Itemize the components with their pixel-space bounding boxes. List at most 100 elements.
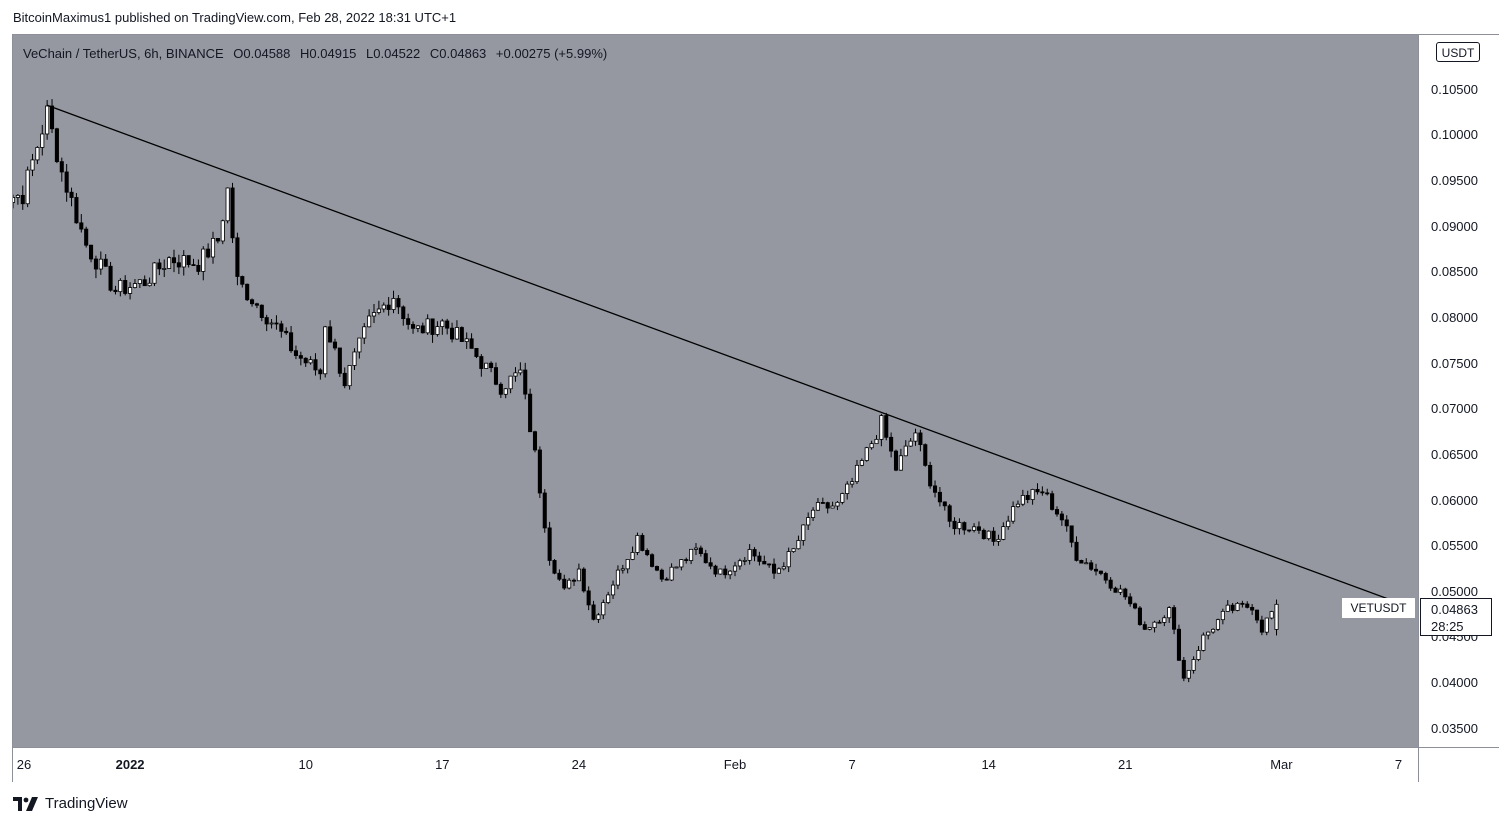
candle-down xyxy=(1059,513,1064,521)
candle-up xyxy=(801,524,806,541)
candle-down xyxy=(708,562,713,567)
candle-down xyxy=(59,161,64,173)
candle-up xyxy=(137,279,142,284)
y-tick-label: 0.05500 xyxy=(1431,538,1478,554)
candle-up xyxy=(1191,659,1196,671)
footer-brand[interactable]: TradingView xyxy=(13,795,128,812)
candle-down xyxy=(547,527,552,561)
plot-area[interactable] xyxy=(13,35,1418,747)
candle-down xyxy=(186,255,191,265)
candle-up xyxy=(1186,669,1191,679)
candle-down xyxy=(1250,606,1255,611)
y-tick-label: 0.03500 xyxy=(1431,720,1478,736)
descending-trendline[interactable] xyxy=(46,104,1399,604)
candle-up xyxy=(776,568,781,574)
candle-down xyxy=(254,303,259,306)
candle-down xyxy=(571,579,577,582)
candle-down xyxy=(1108,579,1113,589)
x-tick-label: 14 xyxy=(981,757,996,772)
candle-up xyxy=(815,502,820,511)
candle-up xyxy=(986,530,991,540)
candle-down xyxy=(923,444,928,466)
candle-down xyxy=(293,350,298,356)
time-axis[interactable] xyxy=(13,747,1418,782)
candle-down xyxy=(259,304,264,318)
x-tick-label: 21 xyxy=(1118,757,1133,772)
candle-down xyxy=(1069,525,1074,543)
candle-up xyxy=(1215,619,1221,630)
candle-down xyxy=(591,604,596,620)
candle-up xyxy=(635,535,640,553)
candle-up xyxy=(1167,607,1172,619)
candle-up xyxy=(1147,627,1152,630)
y-tick-label: 0.06000 xyxy=(1431,492,1478,508)
candle-up xyxy=(167,257,172,269)
legend-high: 0.04915 xyxy=(309,46,357,61)
candle-down xyxy=(1172,607,1177,630)
candle-up xyxy=(162,268,167,270)
candle-down xyxy=(274,322,279,325)
candle-up xyxy=(693,547,699,550)
candle-down xyxy=(581,568,586,592)
candle-up xyxy=(840,493,845,503)
candle-up xyxy=(835,501,840,507)
y-tick-label: 0.06500 xyxy=(1431,446,1478,462)
candle-down xyxy=(1045,492,1050,495)
candle-up xyxy=(15,194,20,198)
candle-down xyxy=(328,326,333,343)
candle-down xyxy=(289,332,294,352)
candle-down xyxy=(342,372,347,387)
candle-up xyxy=(576,568,581,582)
candle-down xyxy=(64,171,69,193)
candle-down xyxy=(918,432,923,446)
candle-up xyxy=(606,594,611,603)
candle-down xyxy=(659,569,664,580)
candle-up xyxy=(1211,628,1216,633)
candle-up xyxy=(611,584,616,596)
candle-down xyxy=(723,568,728,576)
candle-down xyxy=(479,356,484,369)
candle-up xyxy=(508,375,513,390)
candle-down xyxy=(406,318,411,325)
currency-button[interactable]: USDT xyxy=(1436,42,1480,62)
y-tick-label: 0.04000 xyxy=(1431,675,1478,691)
legend-open-label: O xyxy=(233,46,244,61)
publisher-line: BitcoinMaximus1 published on TradingView… xyxy=(13,10,457,25)
candle-down xyxy=(176,262,181,268)
candle-down xyxy=(74,197,79,224)
last-price-tag: 0.04863 28:25 xyxy=(1420,598,1492,636)
legend-low-label: L xyxy=(366,46,374,61)
candle-down xyxy=(928,464,933,487)
candle-up xyxy=(625,559,630,570)
candle-down xyxy=(84,228,89,246)
candle-down xyxy=(1113,587,1118,593)
candle-down xyxy=(684,559,689,561)
candle-down xyxy=(1040,491,1045,494)
candle-up xyxy=(152,262,157,284)
candle-up xyxy=(352,351,357,366)
candle-up xyxy=(1225,604,1230,612)
candle-up xyxy=(737,560,742,567)
candle-up xyxy=(869,443,874,449)
candle-down xyxy=(640,535,645,551)
candle-down xyxy=(318,369,323,375)
candle-down xyxy=(981,529,986,540)
candle-up xyxy=(35,147,40,161)
candle-down xyxy=(79,222,84,230)
candle-down xyxy=(752,549,757,557)
candle-down xyxy=(215,237,220,242)
candle-up xyxy=(391,298,396,310)
candle-up xyxy=(371,312,377,317)
candle-up xyxy=(859,460,864,466)
bar-countdown: 28:25 xyxy=(1431,619,1464,634)
candle-down xyxy=(191,264,196,266)
candle-down xyxy=(1137,607,1142,625)
candle-up xyxy=(1162,617,1167,623)
candle-up xyxy=(1235,602,1240,611)
candle-up xyxy=(811,509,816,518)
candle-down xyxy=(103,258,108,267)
candle-down xyxy=(1181,659,1186,679)
candle-down xyxy=(1079,560,1084,564)
candle-up xyxy=(269,322,274,325)
candle-down xyxy=(459,327,464,342)
